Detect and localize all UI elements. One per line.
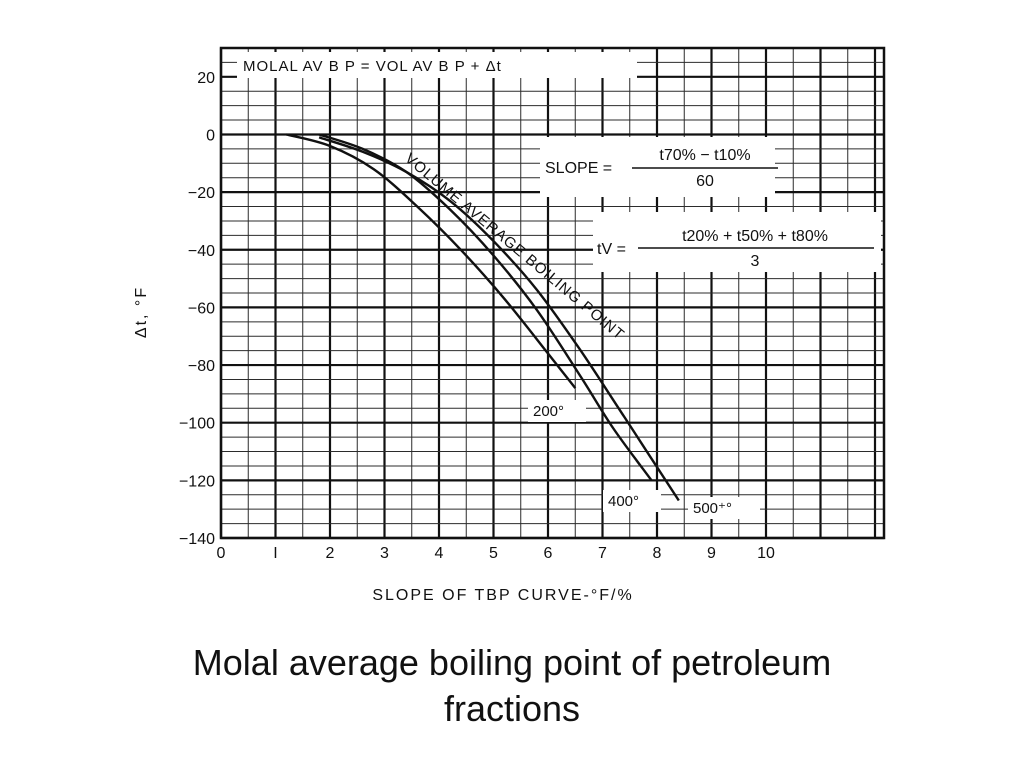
tv-formula-denominator: 3 (751, 253, 760, 270)
y-tick-label: −140 (179, 531, 215, 548)
series-labels: 200° 400° 500⁺° (528, 400, 760, 519)
curve-200 (286, 133, 577, 389)
x-tick-label: 5 (489, 545, 498, 562)
x-axis-label: SLOPE OF TBP CURVE-°F/% (372, 587, 633, 604)
x-tick-label: 10 (757, 545, 775, 562)
boiling-point-chart: 20 0 −20 −40 −60 −80 −100 −120 −140 0 I 2 3 4 5 6 7 8 9 10… (133, 46, 886, 604)
series-label-500: 500⁺° (693, 500, 732, 517)
slope-formula-denominator: 60 (696, 173, 714, 190)
x-tick-label: 0 (217, 545, 226, 562)
plot-frame (219, 46, 886, 540)
slope-formula-lhs: SLOPE = (545, 160, 612, 177)
y-tick-labels: 20 0 −20 −40 −60 −80 −100 −120 −140 (179, 70, 215, 548)
grid (219, 47, 884, 540)
tv-formula-lhs: tV = (597, 241, 626, 258)
curve-400 (318, 133, 653, 482)
y-tick-label: −60 (188, 300, 215, 317)
curves (286, 133, 680, 502)
chart-area: 20 0 −20 −40 −60 −80 −100 −120 −140 0 I 2 3 4 5 6 7 8 9 10… (133, 46, 886, 604)
series-label-400: 400° (608, 493, 639, 510)
slide-caption: Molal average boiling point of petroleum… (0, 640, 1024, 732)
y-tick-label: 20 (197, 70, 215, 87)
x-tick-label: 9 (707, 545, 716, 562)
tv-formula-box: tV = t20% + t50% + t80% 3 (593, 212, 881, 272)
equation-box: MOLAL AV B P = VOL AV B P + Δt (237, 52, 637, 78)
equation-text: MOLAL AV B P = VOL AV B P + Δt (243, 58, 502, 75)
y-tick-label: −80 (188, 358, 215, 375)
plot-border (219, 46, 886, 540)
tv-formula-numerator: t20% + t50% + t80% (682, 228, 828, 245)
x-tick-label: 3 (380, 545, 389, 562)
caption-line-1: Molal average boiling point of petroleum (192, 642, 832, 683)
caption-line-2: fractions (443, 688, 581, 729)
series-label-400-bg (603, 490, 661, 512)
slope-formula-numerator: t70% − t10% (659, 147, 750, 164)
y-tick-label: −100 (179, 416, 215, 433)
x-tick-label: I (273, 545, 277, 562)
x-tick-label: 2 (326, 545, 335, 562)
x-tick-label: 7 (598, 545, 607, 562)
x-tick-labels: 0 I 2 3 4 5 6 7 8 9 10 (217, 545, 775, 562)
x-tick-label: 8 (653, 545, 662, 562)
curve-500 (318, 136, 680, 502)
y-tick-label: 0 (206, 127, 215, 144)
series-label-200-bg (528, 400, 586, 422)
y-tick-label: −40 (188, 243, 215, 260)
y-tick-label: −120 (179, 473, 215, 490)
series-label-200: 200° (533, 403, 564, 420)
x-tick-label: 6 (544, 545, 553, 562)
slope-formula-box: SLOPE = t70% − t10% 60 (540, 137, 778, 197)
x-tick-label: 4 (435, 545, 444, 562)
y-tick-label: −20 (188, 185, 215, 202)
y-axis-label: Δt, °F (133, 286, 150, 338)
series-label-500-bg (688, 497, 760, 519)
